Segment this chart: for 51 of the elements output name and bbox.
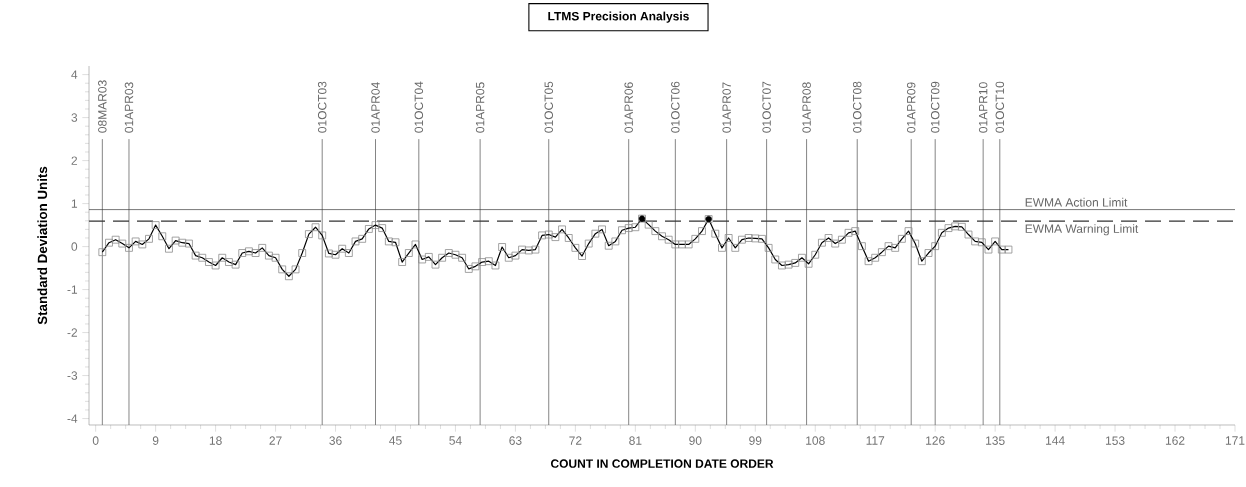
x-tick-label: 171 [1225,436,1245,445]
y-tick-label: -1 [67,285,78,294]
x-tick-label: 36 [329,436,342,445]
y-tick-label: -4 [67,414,78,423]
ref-line-label: 01APR04 [371,82,380,133]
x-tick-label: 90 [689,436,702,445]
x-tick-label: 81 [629,436,642,445]
ref-line-label: 01APR09 [906,82,916,133]
y-tick-label: 1 [71,199,78,208]
y-tick-label: 2 [71,156,78,165]
ref-line-label: 08MAR03 [98,80,107,133]
ref-line-label: 01OCT04 [414,81,424,133]
x-tick-label: 135 [986,436,1005,445]
ref-line-label: 01APR05 [475,82,485,133]
x-tick-label: 72 [569,436,582,445]
x-tick-label: 162 [1165,436,1185,445]
ref-line-label: 01APR10 [978,82,988,133]
y-tick-label: 4 [71,70,78,79]
x-tick-label: 27 [269,436,282,445]
y-tick-label: -3 [67,371,78,380]
ref-line-label: EWMA Warning Limit [1025,224,1139,236]
x-tick-label: 108 [806,436,825,445]
ref-line-label: 01OCT08 [852,81,862,133]
ref-line-label: 01OCT07 [762,81,771,133]
y-tick-label: 3 [71,113,78,122]
ref-line-label: 01OCT09 [930,81,940,133]
y-tick-label: 0 [71,242,78,251]
x-tick-label: 9 [152,436,159,445]
x-tick-label: 144 [1046,436,1065,445]
ref-line-label: 01APR08 [802,82,811,133]
chart-title: LTMS Precision Analysis [548,11,689,23]
ref-line-label: 01APR07 [722,82,731,133]
x-tick-label: 99 [749,436,762,445]
y-axis-title: Standard Deviation Units [37,166,48,325]
ref-line-label: EWMA Action Limit [1025,197,1128,207]
x-tick-label: 54 [449,436,462,445]
ref-line-label: 01APR06 [624,82,633,133]
ref-line-label: 01APR03 [124,82,134,133]
x-tick-label: 63 [509,436,522,445]
x-tick-label: 0 [92,436,99,445]
y-tick-label: -2 [67,328,78,337]
ref-line-label: 01OCT06 [671,81,680,133]
x-axis-title: COUNT IN COMPLETION DATE ORDER [550,459,774,468]
x-tick-label: 45 [389,436,402,445]
x-tick-label: 153 [1105,436,1125,445]
x-tick-label: 117 [866,436,885,445]
ref-line-label: 01OCT10 [995,81,1005,133]
ref-line-label: 01OCT03 [317,81,327,133]
x-tick-label: 126 [926,436,945,445]
ref-line-label: 01OCT05 [544,81,553,133]
x-tick-label: 18 [209,436,222,445]
